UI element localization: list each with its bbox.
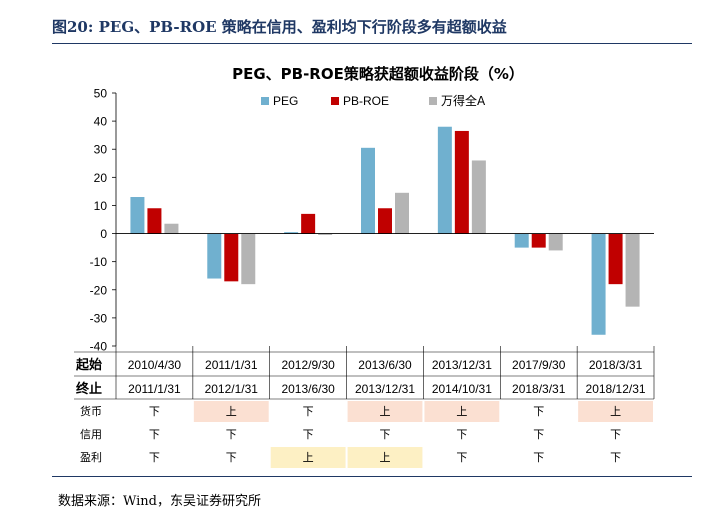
table-cell: 下	[456, 428, 467, 441]
bar-万得全A-2012/9/30	[318, 233, 333, 235]
table-cell: 下	[533, 451, 544, 464]
legend-swatch-2	[331, 97, 339, 105]
table-cell: 下	[226, 428, 237, 441]
table-cell: 下	[149, 405, 160, 418]
bar-万得全A-2013/12/31	[471, 160, 486, 234]
bar-PEG-2018/3/31	[591, 233, 606, 335]
y-tick-label: 10	[94, 199, 108, 213]
table-row-label-3: 货币	[80, 404, 102, 418]
bar-万得全A-2017/9/30	[548, 233, 563, 251]
table-cell: 2013/12/31	[355, 382, 415, 396]
y-tick-label: -40	[90, 340, 108, 354]
table-cell: 下	[226, 451, 237, 464]
title-divider	[52, 43, 692, 44]
y-tick-label: -30	[90, 311, 108, 325]
bar-PB-ROE-2018/3/31	[608, 233, 623, 285]
table-cell: 下	[610, 428, 621, 441]
table-cell: 2018/3/31	[589, 358, 643, 372]
bar-PEG-2013/12/31	[437, 126, 452, 234]
table-row-label-1: 起始	[75, 357, 102, 373]
table-highlight-5	[270, 447, 346, 468]
table-cell: 2013/12/31	[432, 358, 492, 372]
bar-PEG-2013/6/30	[361, 147, 375, 234]
table-cell: 下	[149, 451, 160, 464]
y-tick-label: -20	[90, 283, 108, 297]
table-cell: 下	[456, 451, 467, 464]
table-cell: 下	[533, 428, 544, 441]
y-tick-label: 20	[94, 171, 108, 185]
bar-PEG-2012/9/30	[284, 232, 299, 234]
table-row-label-5: 盈利	[80, 451, 102, 464]
table-row-label-2: 终止	[76, 381, 102, 397]
legend-swatch-1	[261, 97, 269, 105]
table-cell: 上	[380, 451, 391, 464]
y-tick-label: 0	[100, 227, 107, 241]
table-row-label-4: 信用	[80, 428, 102, 441]
y-tick-label: 50	[94, 87, 108, 101]
bar-万得全A-2010/4/30	[164, 223, 179, 234]
table-cell: 下	[380, 428, 391, 441]
table-cell: 上	[380, 405, 391, 418]
source-divider	[52, 476, 692, 477]
table-cell: 上	[303, 451, 314, 464]
table-cell: 2013/6/30	[281, 382, 335, 396]
table-cell: 2012/9/30	[281, 358, 335, 372]
bar-PEG-2011/1/31	[207, 233, 222, 279]
table-cell: 2017/9/30	[512, 358, 566, 372]
table-cell: 下	[303, 405, 314, 418]
table-cell: 上	[610, 405, 621, 418]
table-highlight-1	[193, 401, 269, 422]
bar-PEG-2017/9/30	[514, 233, 529, 248]
bar-万得全A-2011/1/31	[241, 233, 256, 285]
table-cell: 2018/12/31	[586, 382, 646, 396]
bar-PB-ROE-2017/9/30	[531, 233, 546, 248]
table-cell: 2014/10/31	[432, 382, 492, 396]
table-highlight-2	[347, 401, 423, 422]
bar-万得全A-2013/6/30	[395, 192, 409, 234]
figure-source: 数据来源：Wind，东吴证券研究所	[58, 494, 261, 509]
bar-PB-ROE-2010/4/30	[147, 208, 162, 234]
table-cell: 上	[226, 405, 237, 418]
table-cell: 上	[456, 405, 467, 418]
table-cell: 下	[303, 428, 314, 441]
table-cell: 下	[610, 451, 621, 464]
y-tick-label: -10	[90, 255, 108, 269]
bar-PB-ROE-2013/12/31	[454, 130, 469, 234]
bar-PB-ROE-2012/9/30	[301, 213, 316, 234]
legend-label-1: PEG	[273, 94, 298, 108]
legend-label-3: 万得全A	[441, 93, 486, 108]
bar-PB-ROE-2011/1/31	[224, 233, 239, 282]
table-cell: 2010/4/30	[128, 358, 182, 372]
table-highlight-6	[347, 447, 423, 468]
table-cell: 2011/1/31	[205, 358, 258, 372]
table-cell: 2018/3/31	[512, 382, 566, 396]
table-cell: 2011/1/31	[128, 382, 181, 396]
table-cell: 下	[149, 428, 160, 441]
table-highlight-4	[578, 401, 653, 422]
y-tick-label: 40	[94, 115, 108, 129]
legend-swatch-3	[429, 97, 437, 105]
bar-万得全A-2018/3/31	[625, 233, 640, 307]
table-cell: 下	[533, 405, 544, 418]
bar-PB-ROE-2013/6/30	[378, 208, 392, 234]
table-cell: 2013/6/30	[358, 358, 412, 372]
table-highlight-3	[424, 401, 500, 422]
table-cell: 2012/1/31	[205, 382, 259, 396]
chart-title: PEG、PB-ROE策略获超额收益阶段（%）	[232, 65, 524, 83]
y-tick-label: 30	[94, 143, 108, 157]
bar-PEG-2010/4/30	[130, 197, 145, 234]
figure-title: 图20: PEG、PB-ROE 策略在信用、盈利均下行阶段多有超额收益	[52, 18, 507, 36]
legend-label-2: PB-ROE	[343, 94, 389, 108]
